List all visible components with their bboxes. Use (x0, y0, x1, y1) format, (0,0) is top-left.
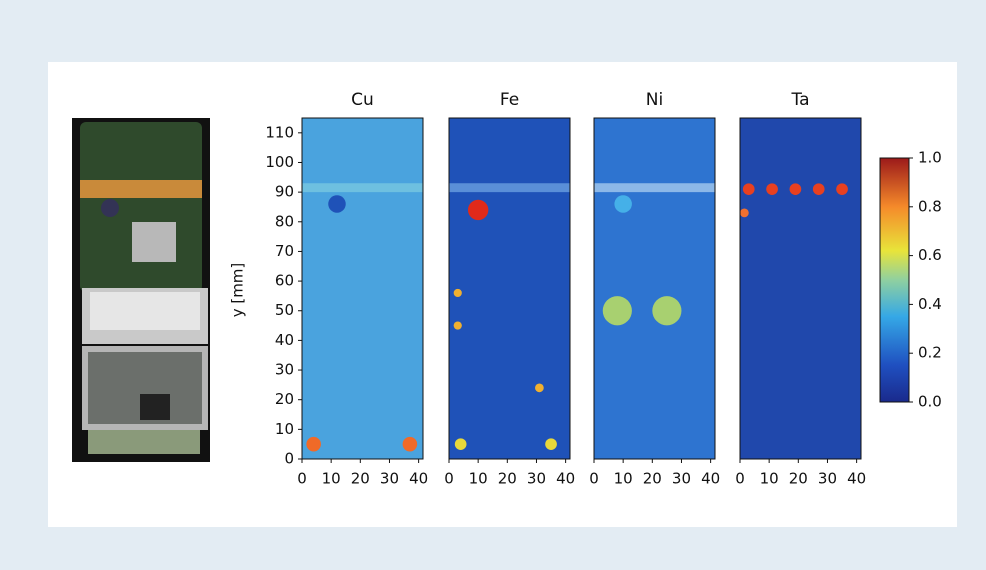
panel-title: Fe (500, 90, 519, 110)
colorbar-tick-label: 0.8 (918, 197, 942, 215)
x-tick-label: 40 (409, 470, 428, 488)
x-tick-label: 20 (351, 470, 370, 488)
heatmap-feature (740, 209, 749, 218)
x-tick-label: 10 (760, 470, 779, 488)
y-tick-label: 50 (275, 301, 294, 319)
y-tick-label: 110 (265, 123, 294, 141)
heatmap-image (594, 118, 715, 459)
x-tick-label: 10 (614, 470, 633, 488)
y-tick-label: 0 (284, 450, 294, 468)
y-tick-label: 100 (265, 153, 294, 171)
y-tick-label: 20 (275, 390, 294, 408)
heatmap-band (594, 183, 715, 192)
heatmap-feature (603, 296, 632, 325)
board-photo (72, 118, 210, 462)
x-tick-label: 10 (469, 470, 488, 488)
heatmap-feature (790, 183, 802, 195)
y-tick-label: 60 (275, 272, 294, 290)
x-tick-label: 10 (322, 470, 341, 488)
panel-title: Ta (791, 90, 810, 110)
heatmap-feature (454, 289, 462, 297)
heatmap-feature (766, 183, 778, 195)
heatmap-feature (403, 437, 418, 452)
y-tick-label: 30 (275, 361, 294, 379)
y-axis-label: y [mm] (229, 263, 247, 318)
x-tick-label: 30 (527, 470, 546, 488)
heatmap-feature (455, 438, 467, 450)
y-tick-label: 10 (275, 420, 294, 438)
panel-title: Cu (351, 90, 374, 110)
heatmap-image (449, 118, 570, 459)
x-tick-label: 20 (789, 470, 808, 488)
heatmap-band (449, 183, 570, 192)
heatmap-image (740, 118, 861, 459)
heatmap-feature (743, 183, 755, 195)
heatmap-feature (813, 183, 825, 195)
colorbar-tick-label: 0.6 (918, 246, 942, 264)
x-tick-label: 30 (380, 470, 399, 488)
x-tick-label: 0 (735, 470, 745, 488)
x-tick-label: 30 (672, 470, 691, 488)
x-tick-label: 20 (498, 470, 517, 488)
heatmap-feature (652, 296, 681, 325)
x-tick-label: 40 (847, 470, 866, 488)
x-tick-label: 20 (643, 470, 662, 488)
colorbar-tick-label: 0.0 (918, 393, 942, 411)
x-tick-label: 0 (297, 470, 307, 488)
heatmap-feature (306, 437, 321, 452)
y-tick-label: 80 (275, 212, 294, 230)
panel-title: Ni (646, 90, 663, 110)
heatmap-image (302, 118, 423, 459)
heatmap-feature (535, 383, 544, 392)
heatmap-feature (545, 438, 557, 450)
heatmap-feature (468, 200, 488, 220)
colorbar-tick-label: 1.0 (918, 149, 942, 167)
colorbar (880, 158, 909, 402)
heatmap-feature (454, 321, 462, 329)
colorbar-tick-label: 0.2 (918, 344, 942, 362)
y-tick-label: 90 (275, 183, 294, 201)
x-tick-label: 40 (556, 470, 575, 488)
figure: y [mm] Cu0102030400102030405060708090100… (0, 0, 986, 570)
x-tick-label: 30 (818, 470, 837, 488)
heatmap-feature (836, 183, 848, 195)
x-tick-label: 0 (589, 470, 599, 488)
heatmap-band (302, 183, 423, 192)
colorbar-tick-label: 0.4 (918, 295, 942, 313)
y-tick-label: 70 (275, 242, 294, 260)
x-tick-label: 0 (444, 470, 454, 488)
heatmap-feature (614, 195, 631, 212)
x-tick-label: 40 (701, 470, 720, 488)
heatmap-feature (328, 195, 345, 212)
y-tick-label: 40 (275, 331, 294, 349)
